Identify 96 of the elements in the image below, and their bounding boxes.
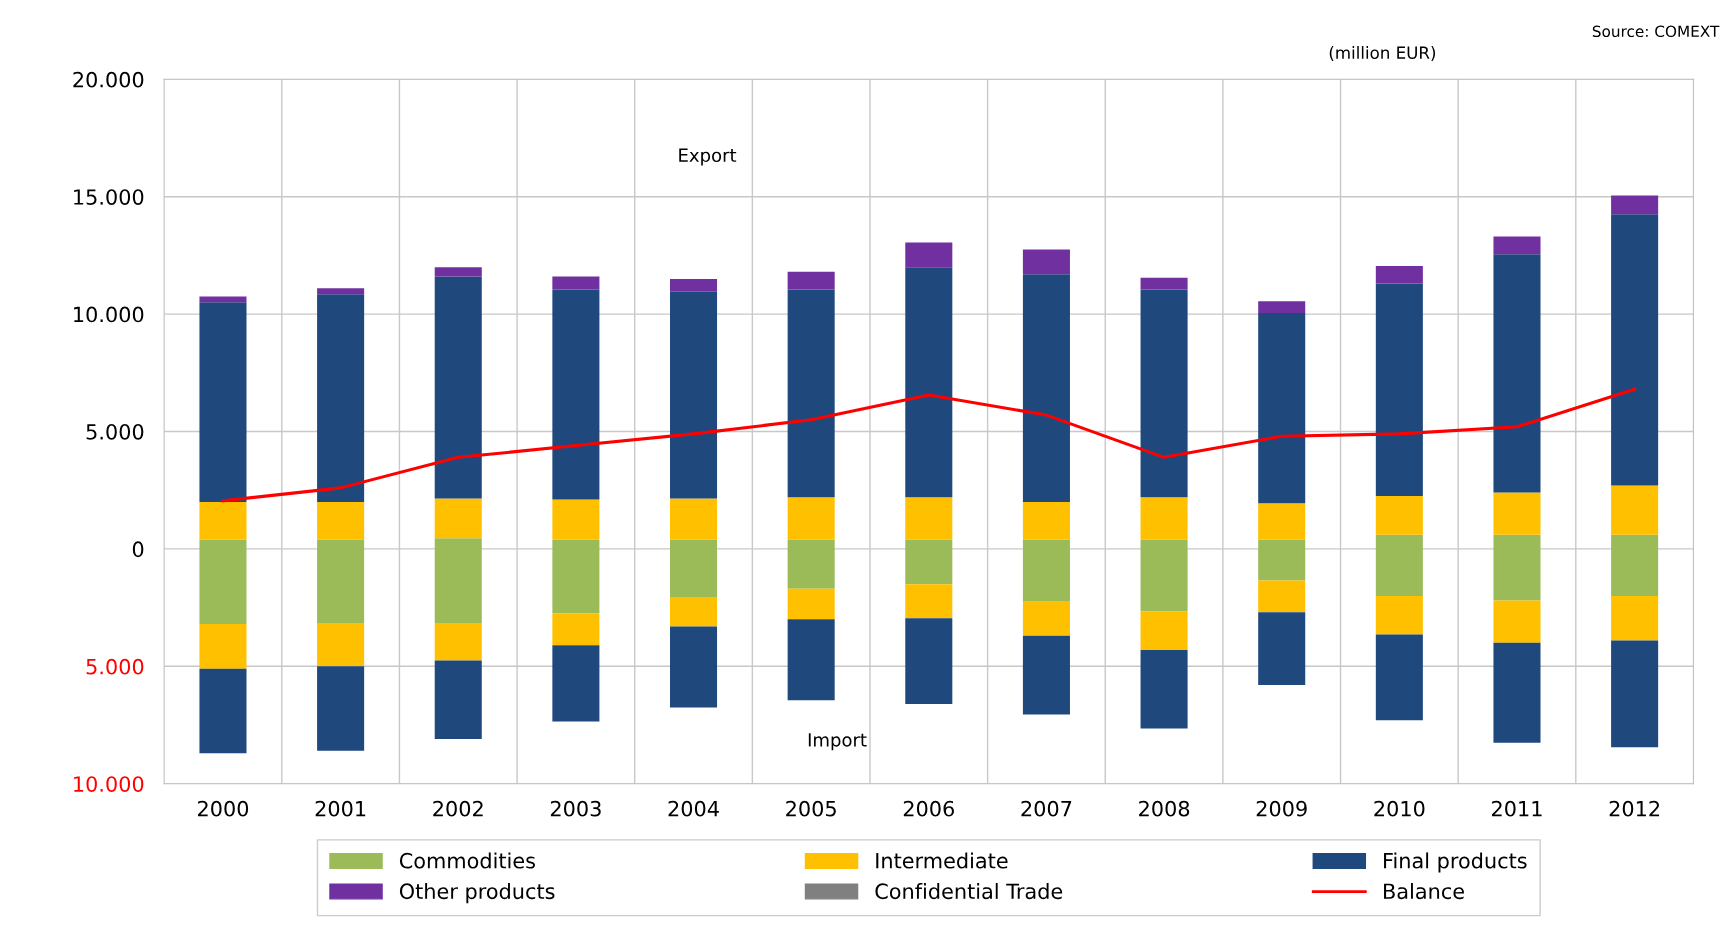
y-tick-label: 20.000 <box>73 71 144 88</box>
bar <box>1140 497 1188 540</box>
bar <box>787 588 835 620</box>
bar <box>1022 501 1070 540</box>
bar <box>199 668 247 754</box>
bar <box>1140 289 1188 498</box>
bar <box>199 302 247 502</box>
bar <box>317 666 365 751</box>
bar <box>199 501 247 540</box>
bar <box>1611 195 1659 215</box>
bar <box>1140 277 1188 290</box>
bar <box>905 618 953 704</box>
bar <box>199 624 247 669</box>
y-tick-label: 10.000 <box>74 776 144 792</box>
bar <box>905 267 953 498</box>
bar <box>317 622 365 667</box>
legend-label: Balance <box>1384 883 1464 900</box>
line-series <box>221 387 1637 503</box>
bar <box>905 242 953 268</box>
x-tick-label: 2002 <box>433 800 483 817</box>
bar <box>1140 611 1188 650</box>
legend-label: Intermediate <box>876 852 1008 869</box>
bar <box>1022 635 1070 715</box>
bar <box>1611 595 1659 641</box>
bar <box>552 645 600 722</box>
bar <box>1493 254 1541 493</box>
y-tick-label: 15.000 <box>74 189 144 205</box>
bar <box>434 498 482 539</box>
bar <box>317 294 365 502</box>
bar <box>552 289 600 500</box>
bar <box>1140 649 1188 729</box>
bar <box>1022 601 1070 636</box>
bar <box>905 584 953 619</box>
y-tick-label: 0 <box>132 541 144 558</box>
legend-label: Commodities <box>399 852 535 869</box>
bar <box>552 276 600 290</box>
bar <box>1611 640 1659 748</box>
x-tick-label: 2008 <box>1139 800 1190 817</box>
x-tick-label: 2004 <box>668 800 719 817</box>
bar <box>1022 274 1070 502</box>
bar <box>1611 214 1659 486</box>
bar <box>670 626 718 708</box>
bar <box>1375 283 1423 497</box>
bar <box>434 267 482 277</box>
bar <box>1493 600 1541 643</box>
x-tick-label: 2005 <box>786 800 836 817</box>
bar <box>670 498 718 540</box>
bar <box>1375 634 1423 721</box>
bar <box>1493 236 1541 255</box>
bar <box>199 296 247 303</box>
y-tick-label: 5.000 <box>86 658 144 675</box>
annotation: Import <box>808 733 867 751</box>
bar <box>1375 496 1423 535</box>
bar <box>1493 492 1541 535</box>
bar <box>1258 503 1306 540</box>
bar <box>905 497 953 540</box>
x-tick-label: 2007 <box>1021 800 1072 817</box>
bar <box>787 619 835 701</box>
y-tick-label: 5.000 <box>86 423 144 440</box>
legend-label: Final products <box>1384 852 1527 873</box>
bar <box>1258 312 1306 504</box>
annotation: Export <box>679 148 737 166</box>
bar <box>434 622 482 661</box>
bar <box>434 276 482 499</box>
bar <box>787 497 835 540</box>
text: (million EUR) <box>1329 46 1436 61</box>
x-tick-label: 2010 <box>1374 800 1425 817</box>
legend-label: Confidential Trade <box>875 883 1063 900</box>
x-tick-label: 2012 <box>1609 800 1660 817</box>
bar <box>1258 301 1306 313</box>
bar <box>670 597 718 627</box>
bar <box>787 289 835 498</box>
x-tick-label: 2011 <box>1492 800 1542 817</box>
bar <box>317 288 365 295</box>
bar <box>670 291 718 499</box>
x-tick-label: 2003 <box>550 800 601 817</box>
x-tick-label: 2000 <box>197 800 249 817</box>
bar <box>670 278 718 292</box>
y-tick-label: 10.000 <box>74 306 144 323</box>
legend-label: Other products <box>399 883 555 904</box>
bar <box>552 499 600 540</box>
bar <box>1493 642 1541 743</box>
x-tick-label: 2009 <box>1256 800 1307 817</box>
bar <box>1375 265 1423 284</box>
bar <box>787 271 835 290</box>
bar <box>1611 485 1659 535</box>
source-note: Source: COMEXT <box>1592 25 1720 38</box>
bar <box>1258 612 1306 686</box>
x-tick-label: 2001 <box>315 800 366 817</box>
bar <box>317 501 365 540</box>
bar <box>434 660 482 740</box>
x-tick-label: 2006 <box>903 800 954 817</box>
bar <box>1022 249 1070 275</box>
bar <box>1258 580 1306 613</box>
bar <box>1375 595 1423 635</box>
bar <box>552 613 600 646</box>
